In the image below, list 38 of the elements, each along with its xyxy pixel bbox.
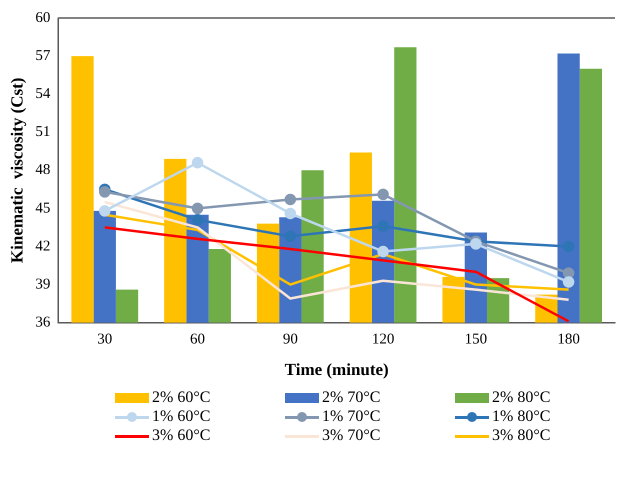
legend-label: 3% 60°C bbox=[152, 427, 210, 445]
point bbox=[284, 194, 296, 206]
legend-label: 1% 70°C bbox=[322, 408, 380, 426]
y-tick-label: 60 bbox=[35, 10, 50, 26]
point bbox=[377, 246, 389, 258]
legend-label: 1% 60°C bbox=[152, 408, 210, 426]
x-tick-label: 60 bbox=[190, 332, 206, 348]
y-tick-label: 39 bbox=[35, 276, 50, 292]
y-tick-label: 57 bbox=[35, 48, 51, 64]
x-tick-label: 120 bbox=[372, 332, 394, 348]
y-tick-label: 45 bbox=[35, 200, 50, 216]
y-axis-title: Kinematic viscosity (Cst) bbox=[8, 78, 27, 264]
legend-label: 3% 70°C bbox=[322, 427, 380, 445]
legend-label: 3% 80°C bbox=[492, 427, 550, 445]
x-tick-label: 90 bbox=[282, 332, 298, 348]
point bbox=[562, 267, 574, 279]
y-tick-label: 36 bbox=[35, 314, 51, 331]
legend-label: 2% 60°C bbox=[152, 389, 210, 407]
x-tick-label: 180 bbox=[557, 332, 580, 348]
y-tick-label: 42 bbox=[35, 238, 50, 254]
legend-label: 2% 70°C bbox=[322, 389, 380, 407]
y-tick-label: 51 bbox=[35, 124, 50, 140]
x-tick-label: 150 bbox=[464, 332, 488, 348]
x-axis-title: Time (minute) bbox=[284, 360, 389, 380]
legend-label: 2% 80°C bbox=[492, 389, 550, 407]
point bbox=[192, 156, 204, 168]
point bbox=[99, 205, 111, 217]
point bbox=[192, 202, 204, 214]
point bbox=[284, 208, 296, 220]
point bbox=[192, 214, 204, 226]
x-tick-label: 30 bbox=[97, 332, 112, 348]
y-tick-label: 48 bbox=[35, 162, 50, 178]
legend-label: 1% 80°C bbox=[492, 408, 550, 426]
point bbox=[377, 188, 389, 200]
point bbox=[99, 186, 111, 198]
point bbox=[562, 276, 574, 288]
y-tick-label: 54 bbox=[35, 86, 51, 102]
point bbox=[470, 238, 482, 250]
